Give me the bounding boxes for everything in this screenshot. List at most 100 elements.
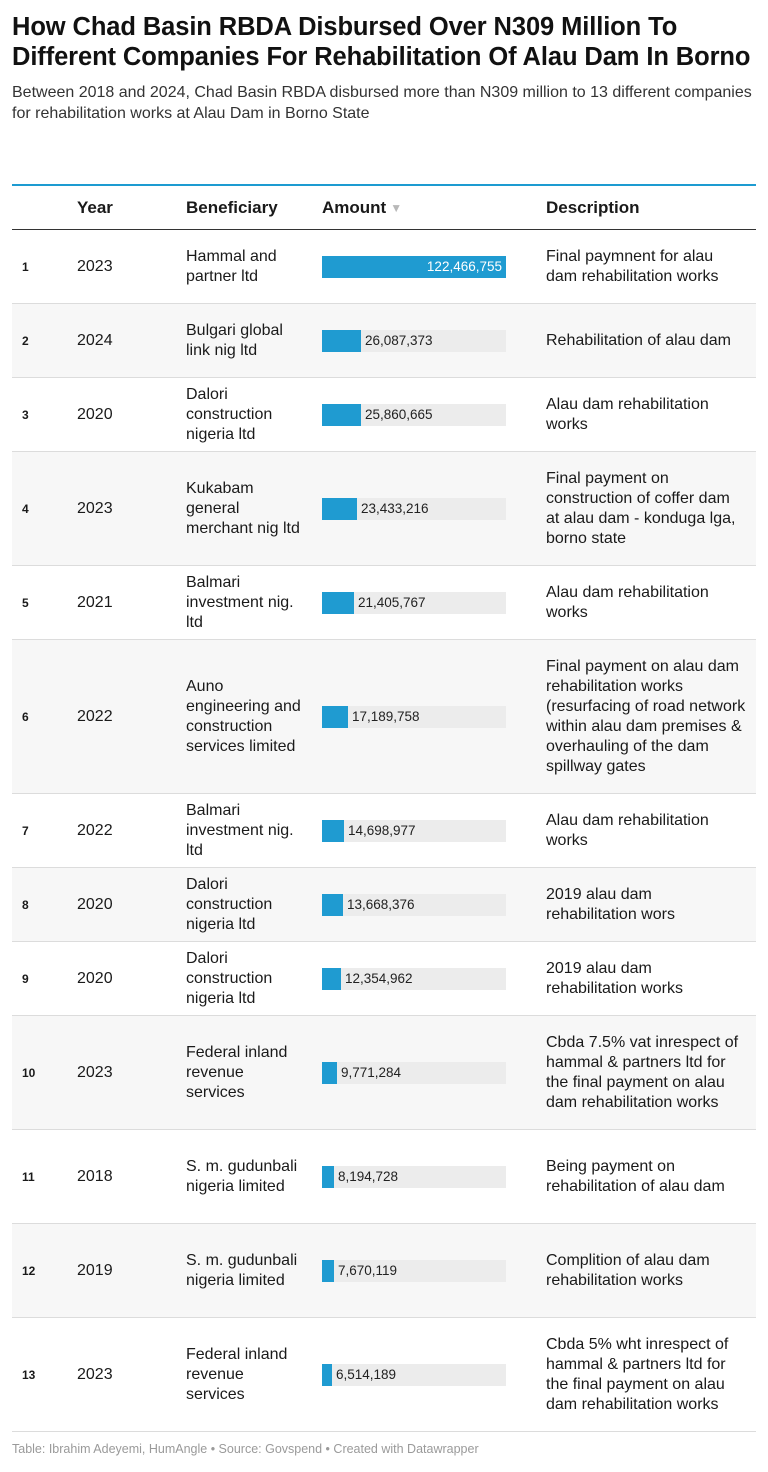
row-description: Final payment on construction of coffer … <box>546 469 736 547</box>
amount-bar <box>322 705 348 728</box>
amount-bar <box>322 591 354 614</box>
row-beneficiary: Federal inland revenue services <box>186 1345 288 1403</box>
amount-label: 122,466,755 <box>426 258 502 274</box>
amount-bar-track: 21,405,767 <box>322 591 506 614</box>
row-description: Alau dam rehabilitation works <box>546 583 709 621</box>
row-description: Cbda 5% wht inrespect of hammal & partne… <box>546 1335 729 1413</box>
amount-label: 21,405,767 <box>358 594 426 610</box>
table-row: 8 2020 Dalori construction nigeria ltd 13,6… <box>12 868 756 942</box>
amount-label: 26,087,373 <box>365 332 433 348</box>
amount-bar-track: 8,194,728 <box>322 1165 506 1188</box>
row-year: 2024 <box>77 331 113 349</box>
amount-label: 14,698,977 <box>348 822 416 838</box>
row-index: 11 <box>22 1169 35 1184</box>
amount-bar-track: 122,466,755 <box>322 255 506 278</box>
chart-title: How Chad Basin RBDA Disbursed Over N309 … <box>12 13 751 71</box>
amount-bar-track: 12,354,962 <box>322 967 506 990</box>
amount-bar-track: 14,698,977 <box>322 819 506 842</box>
row-description: Alau dam rehabilitation works <box>546 395 709 433</box>
row-index: 6 <box>22 709 29 724</box>
row-beneficiary: Federal inland revenue services <box>186 1043 288 1101</box>
row-description: 2019 alau dam rehabilitation wors <box>546 885 675 923</box>
row-year: 2021 <box>77 593 113 611</box>
table-row: 4 2023 Kukabam general merchant nig ltd 23,… <box>12 452 756 566</box>
source-footer: Table: Ibrahim Adeyemi, HumAngle • Sourc… <box>12 1442 479 1456</box>
row-beneficiary: S. m. gudunbali nigeria limited <box>186 1251 298 1289</box>
row-year: 2020 <box>77 895 113 913</box>
row-description: Rehabilitation of alau dam <box>546 331 732 349</box>
row-index: 1 <box>22 259 29 274</box>
column-header-year[interactable]: Year <box>77 198 113 217</box>
table-row: 7 2022 Balmari investment nig. ltd 14,698,9… <box>12 794 756 868</box>
row-index: 9 <box>22 971 29 986</box>
amount-label: 17,189,758 <box>352 708 420 724</box>
sort-descending-icon: ▼ <box>390 201 403 215</box>
amount-label: 13,668,376 <box>347 896 415 912</box>
row-year: 2023 <box>77 1365 113 1383</box>
amount-bar-track: 9,771,284 <box>322 1061 506 1084</box>
amount-label: 25,860,665 <box>365 406 433 422</box>
row-description: Final paymnent for alau dam rehabilitati… <box>546 247 719 285</box>
row-year: 2022 <box>77 707 113 725</box>
amount-bar-track: 6,514,189 <box>322 1363 506 1386</box>
amount-bar <box>322 893 343 916</box>
amount-label: 8,194,728 <box>338 1168 399 1184</box>
amount-bar <box>322 1061 337 1084</box>
amount-bar-track: 7,670,119 <box>322 1259 506 1282</box>
row-index: 8 <box>22 897 29 912</box>
table-row: 3 2020 Dalori construction nigeria ltd 25,8… <box>12 378 756 452</box>
amount-label: 12,354,962 <box>345 970 413 986</box>
row-year: 2023 <box>77 499 113 517</box>
amount-label: 6,514,189 <box>336 1366 397 1382</box>
row-beneficiary: Balmari investment nig. ltd <box>186 801 294 859</box>
row-description: Complition of alau dam rehabilitation wo… <box>546 1251 710 1289</box>
row-year: 2020 <box>77 405 113 423</box>
row-index: 7 <box>22 823 29 838</box>
table-row: 2 2024 Bulgari global link nig ltd 26,087,3… <box>12 304 756 378</box>
amount-bar-track: 13,668,376 <box>322 893 506 916</box>
table-row: 10 2023 Federal inland revenue services 9,7… <box>12 1016 756 1130</box>
amount-bar-track: 17,189,758 <box>322 705 506 728</box>
row-description: Final payment on alau dam rehabilitation… <box>546 657 746 775</box>
amount-bar <box>322 497 357 520</box>
column-header-beneficiary[interactable]: Beneficiary <box>186 198 278 217</box>
table-row: 12 2019 S. m. gudunbali nigeria limited 7,6… <box>12 1224 756 1318</box>
row-beneficiary: Dalori construction nigeria ltd <box>186 385 273 443</box>
row-beneficiary: Kukabam general merchant nig ltd <box>186 479 300 537</box>
amount-bar <box>322 819 344 842</box>
chart-subtitle: Between 2018 and 2024, Chad Basin RBDA d… <box>12 84 752 122</box>
row-beneficiary: Hammal and partner ltd <box>186 247 277 285</box>
amount-bar <box>322 1165 334 1188</box>
table-row: 13 2023 Federal inland revenue services 6,5… <box>12 1318 756 1432</box>
row-year: 2023 <box>77 257 113 275</box>
header-block: How Chad Basin RBDA Disbursed Over N309 … <box>12 12 756 124</box>
row-index: 12 <box>22 1263 36 1278</box>
amount-label: 23,433,216 <box>361 500 429 516</box>
row-year: 2023 <box>77 1063 113 1081</box>
table-row: 5 2021 Balmari investment nig. ltd 21,405,7… <box>12 566 756 640</box>
amount-bar-track: 26,087,373 <box>322 329 506 352</box>
amount-bar <box>322 1363 332 1386</box>
amount-bar-track: 25,860,665 <box>322 403 506 426</box>
amount-label: 7,670,119 <box>338 1262 398 1278</box>
amount-label: 9,771,284 <box>341 1064 402 1080</box>
amount-bar <box>322 967 341 990</box>
amount-bar <box>322 255 506 278</box>
row-year: 2020 <box>77 969 113 987</box>
row-beneficiary: Bulgari global link nig ltd <box>186 321 283 359</box>
table-header: Year Beneficiary Amount ▼ Description <box>12 186 756 230</box>
row-index: 3 <box>22 407 29 422</box>
row-beneficiary: Dalori construction nigeria ltd <box>186 875 273 933</box>
column-header-description[interactable]: Description <box>546 198 640 217</box>
column-header-amount-label: Amount <box>322 198 387 217</box>
row-beneficiary: S. m. gudunbali nigeria limited <box>186 1157 298 1195</box>
row-year: 2022 <box>77 821 113 839</box>
data-table: Year Beneficiary Amount ▼ Description 1 20… <box>12 184 756 1432</box>
amount-bar <box>322 1259 334 1282</box>
column-header-amount[interactable]: Amount ▼ <box>322 198 402 218</box>
row-beneficiary: Dalori construction nigeria ltd <box>186 949 273 1007</box>
amount-bar <box>322 403 361 426</box>
table-row: 6 2022 Auno engineering and construction s… <box>12 640 756 794</box>
table-row: 11 2018 S. m. gudunbali nigeria limited 8,1… <box>12 1130 756 1224</box>
table-row: 9 2020 Dalori construction nigeria ltd 12,3… <box>12 942 756 1016</box>
